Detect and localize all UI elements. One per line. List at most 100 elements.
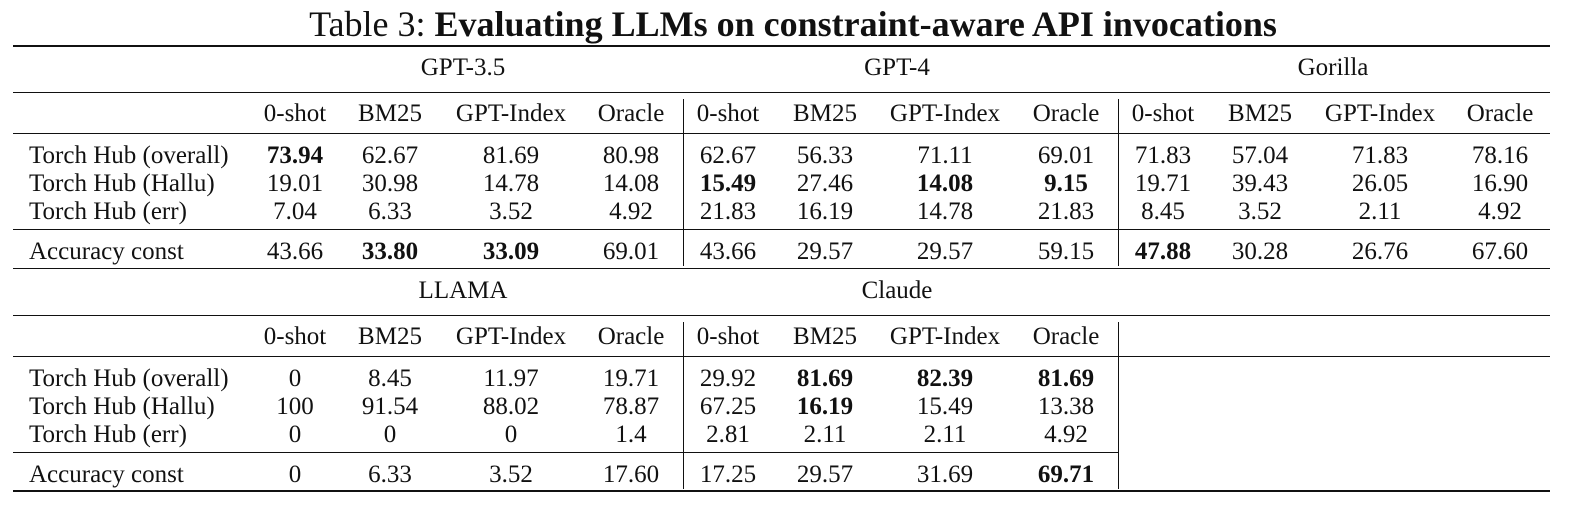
top-block-value-cell: 21.83: [1037, 198, 1095, 225]
bottom-block-row-label: Accuracy const: [29, 461, 184, 488]
top-block-row-label: Torch Hub (overall): [29, 142, 229, 169]
top-block-value-cell: 4.92: [609, 198, 653, 225]
top-block-setting-header: BM25: [358, 100, 422, 127]
top-block-value-cell: 59.15: [1037, 238, 1095, 265]
top-block-value-cell: 16.90: [1471, 170, 1529, 197]
top-block-value-cell: 6.33: [368, 198, 412, 225]
top-block-value-cell: 43.66: [266, 238, 324, 265]
top-block-value-cell: 29.57: [916, 238, 974, 265]
top-block-setting-header: Oracle: [1466, 100, 1534, 127]
bottom-block-value-cell: 4.92: [1044, 421, 1088, 448]
top-rule: [13, 45, 1550, 47]
top-block-value-cell: 26.76: [1351, 238, 1409, 265]
bottom-block-value-cell: 91.54: [361, 393, 419, 420]
caption-label: Table 3:: [309, 4, 426, 44]
bottom-block-value-cell: 100: [276, 393, 314, 420]
bottom-block-value-cell: 0: [383, 421, 397, 448]
top-block-value-cell: 14.78: [482, 170, 540, 197]
bottom-block-settings-rule: [13, 356, 1550, 357]
caption-title: Evaluating LLMs on constraint-aware API …: [434, 4, 1277, 44]
top-block-value-cell: 15.49: [699, 170, 757, 197]
top-block-model-header: Gorilla: [1297, 54, 1369, 81]
bottom-block-value-cell: 16.19: [796, 393, 854, 420]
bottom-block-value-cell: 19.71: [602, 365, 660, 392]
top-block-value-cell: 19.01: [266, 170, 324, 197]
top-block-value-cell: 14.78: [916, 198, 974, 225]
bottom-block-value-cell: 0: [288, 461, 302, 488]
bottom-block-setting-header: Oracle: [1032, 323, 1100, 350]
top-block-value-cell: 47.88: [1134, 238, 1192, 265]
top-block-value-cell: 73.94: [266, 142, 324, 169]
top-block-value-cell: 39.43: [1231, 170, 1289, 197]
top-block-row-label: Accuracy const: [29, 238, 184, 265]
top-block-column-separator: [683, 99, 684, 266]
bottom-block-setting-header: BM25: [358, 323, 422, 350]
top-block-value-cell: 69.01: [602, 238, 660, 265]
bottom-block-value-cell: 78.87: [602, 393, 660, 420]
bottom-block-value-cell: 3.52: [489, 461, 533, 488]
top-block-value-cell: 62.67: [361, 142, 419, 169]
top-block-value-cell: 56.33: [796, 142, 854, 169]
bottom-block-value-cell: 29.57: [796, 461, 854, 488]
top-block-value-cell: 2.11: [1358, 198, 1402, 225]
table-caption: Table 3: Evaluating LLMs on constraint-a…: [0, 2, 1586, 46]
top-block-value-cell: 30.98: [361, 170, 419, 197]
mid-rule: [13, 268, 1550, 269]
top-block-value-cell: 8.45: [1141, 198, 1185, 225]
top-block-value-cell: 69.01: [1037, 142, 1095, 169]
top-block-value-cell: 43.66: [699, 238, 757, 265]
bottom-block-value-cell: 88.02: [482, 393, 540, 420]
top-block-setting-header: Oracle: [1032, 100, 1100, 127]
top-block-setting-header: 0-shot: [263, 100, 327, 127]
bottom-block-column-separator: [683, 322, 684, 489]
bottom-block-setting-header: Oracle: [597, 323, 665, 350]
bottom-block-value-cell: 8.45: [368, 365, 412, 392]
bottom-block-value-cell: 0: [504, 421, 518, 448]
top-block-accuracy-rule: [13, 229, 1550, 230]
top-block-model-header: GPT-3.5: [420, 54, 506, 81]
top-block-setting-header: GPT-Index: [455, 100, 567, 127]
bottom-block-value-cell: 0: [288, 421, 302, 448]
bottom-block-row-label: Torch Hub (Hallu): [29, 393, 215, 420]
bottom-block-model-header: LLAMA: [418, 277, 508, 304]
top-block-setting-header: Oracle: [597, 100, 665, 127]
bottom-block-value-cell: 11.97: [483, 365, 539, 392]
bottom-block-value-cell: 31.69: [916, 461, 974, 488]
bottom-block-value-cell: 13.38: [1037, 393, 1095, 420]
bottom-block-setting-header: GPT-Index: [455, 323, 567, 350]
top-block-value-cell: 14.08: [602, 170, 660, 197]
top-block-value-cell: 71.83: [1351, 142, 1409, 169]
top-block-value-cell: 19.71: [1134, 170, 1192, 197]
bottom-block-value-cell: 2.11: [803, 421, 847, 448]
top-block-value-cell: 71.11: [917, 142, 973, 169]
bottom-block-value-cell: 1.4: [615, 421, 647, 448]
bottom-block-value-cell: 69.71: [1037, 461, 1095, 488]
top-block-value-cell: 14.08: [916, 170, 974, 197]
top-block-value-cell: 4.92: [1478, 198, 1522, 225]
top-block-setting-header: GPT-Index: [1324, 100, 1436, 127]
bottom-block-model-header: Claude: [861, 277, 933, 304]
top-block-value-cell: 27.46: [796, 170, 854, 197]
bottom-block-value-cell: 81.69: [1037, 365, 1095, 392]
bottom-block-setting-header: BM25: [793, 323, 857, 350]
top-block-value-cell: 67.60: [1471, 238, 1529, 265]
bottom-block-accuracy-rule: [13, 452, 1118, 453]
top-block-value-cell: 81.69: [482, 142, 540, 169]
top-block-value-cell: 33.80: [361, 238, 419, 265]
bottom-block-value-cell: 0: [288, 365, 302, 392]
bottom-rule: [13, 490, 1550, 492]
top-block-value-cell: 21.83: [699, 198, 757, 225]
bottom-block-setting-header: 0-shot: [696, 323, 760, 350]
top-block-setting-header: 0-shot: [696, 100, 760, 127]
bottom-block-value-cell: 67.25: [699, 393, 757, 420]
bottom-block-value-cell: 82.39: [916, 365, 974, 392]
top-block-row-label: Torch Hub (Hallu): [29, 170, 215, 197]
top-block-column-separator: [1118, 99, 1119, 266]
top-block-header-rule: [13, 92, 1550, 93]
bottom-block-setting-header: GPT-Index: [889, 323, 1001, 350]
top-block-row-label: Torch Hub (err): [29, 198, 187, 225]
top-block-value-cell: 71.83: [1134, 142, 1192, 169]
bottom-block-setting-header: 0-shot: [263, 323, 327, 350]
top-block-value-cell: 26.05: [1351, 170, 1409, 197]
top-block-value-cell: 29.57: [796, 238, 854, 265]
